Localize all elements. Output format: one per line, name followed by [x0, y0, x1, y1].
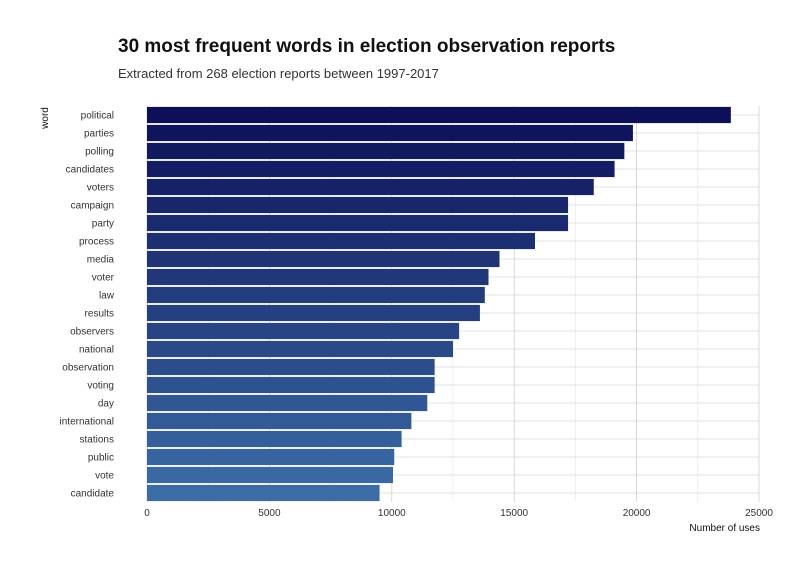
y-tick-label: candidate — [71, 489, 115, 500]
x-tick-label: 15000 — [500, 508, 528, 519]
y-tick-label: campaign — [71, 201, 114, 212]
x-tick-label: 20000 — [623, 508, 651, 519]
y-tick-label: voters — [87, 183, 114, 194]
bar-parties — [147, 124, 633, 142]
bar-international — [147, 412, 412, 430]
chart-subtitle: Extracted from 268 election reports betw… — [118, 66, 439, 81]
bar-results — [147, 304, 480, 322]
y-axis-title: word — [40, 107, 51, 130]
bar-candidates — [147, 160, 615, 178]
bar-law — [147, 286, 485, 304]
y-tick-labels: political parties polling candidates voters c… — [60, 111, 115, 500]
bar-day — [147, 394, 428, 412]
bar-political — [147, 106, 731, 124]
x-tick-label: 0 — [144, 508, 150, 519]
x-tick-label: 10000 — [378, 508, 406, 519]
x-tick-label: 5000 — [258, 508, 281, 519]
bar-public — [147, 448, 395, 466]
y-tick-label: vote — [95, 471, 114, 482]
chart-title: 30 most frequent words in election obser… — [118, 36, 616, 57]
bar-voter — [147, 268, 489, 286]
y-tick-label: international — [60, 417, 114, 428]
x-axis-title: Number of uses — [689, 523, 760, 534]
bar-stations — [147, 430, 402, 448]
y-tick-label: media — [87, 255, 115, 266]
bar-vote — [147, 466, 394, 484]
bar-media — [147, 250, 500, 268]
y-tick-label: day — [98, 399, 114, 410]
bars — [147, 106, 731, 502]
y-tick-label: process — [79, 237, 114, 248]
y-tick-label: national — [79, 345, 114, 356]
y-tick-label: observation — [62, 363, 114, 374]
bar-candidate — [147, 484, 380, 502]
y-tick-label: observers — [70, 327, 114, 338]
bar-campaign — [147, 196, 569, 214]
y-tick-label: law — [99, 291, 115, 302]
y-tick-label: parties — [84, 129, 114, 140]
y-tick-label: party — [92, 219, 114, 230]
x-tick-labels: 0 5000 10000 15000 20000 25000 — [144, 508, 773, 519]
bar-process — [147, 232, 536, 250]
bar-polling — [147, 142, 625, 160]
y-tick-label: candidates — [66, 165, 114, 176]
x-tick-label: 25000 — [745, 508, 773, 519]
y-tick-label: stations — [80, 435, 114, 446]
y-tick-label: results — [85, 309, 114, 320]
y-tick-label: polling — [85, 147, 114, 158]
bar-observation — [147, 358, 435, 376]
bar-voters — [147, 178, 594, 196]
y-tick-label: public — [88, 453, 114, 464]
bar-party — [147, 214, 569, 232]
bar-national — [147, 340, 453, 358]
y-tick-label: voting — [87, 381, 114, 392]
y-tick-label: political — [81, 111, 114, 122]
bar-voting — [147, 376, 435, 394]
bar-observers — [147, 322, 460, 340]
y-tick-label: voter — [92, 273, 115, 284]
